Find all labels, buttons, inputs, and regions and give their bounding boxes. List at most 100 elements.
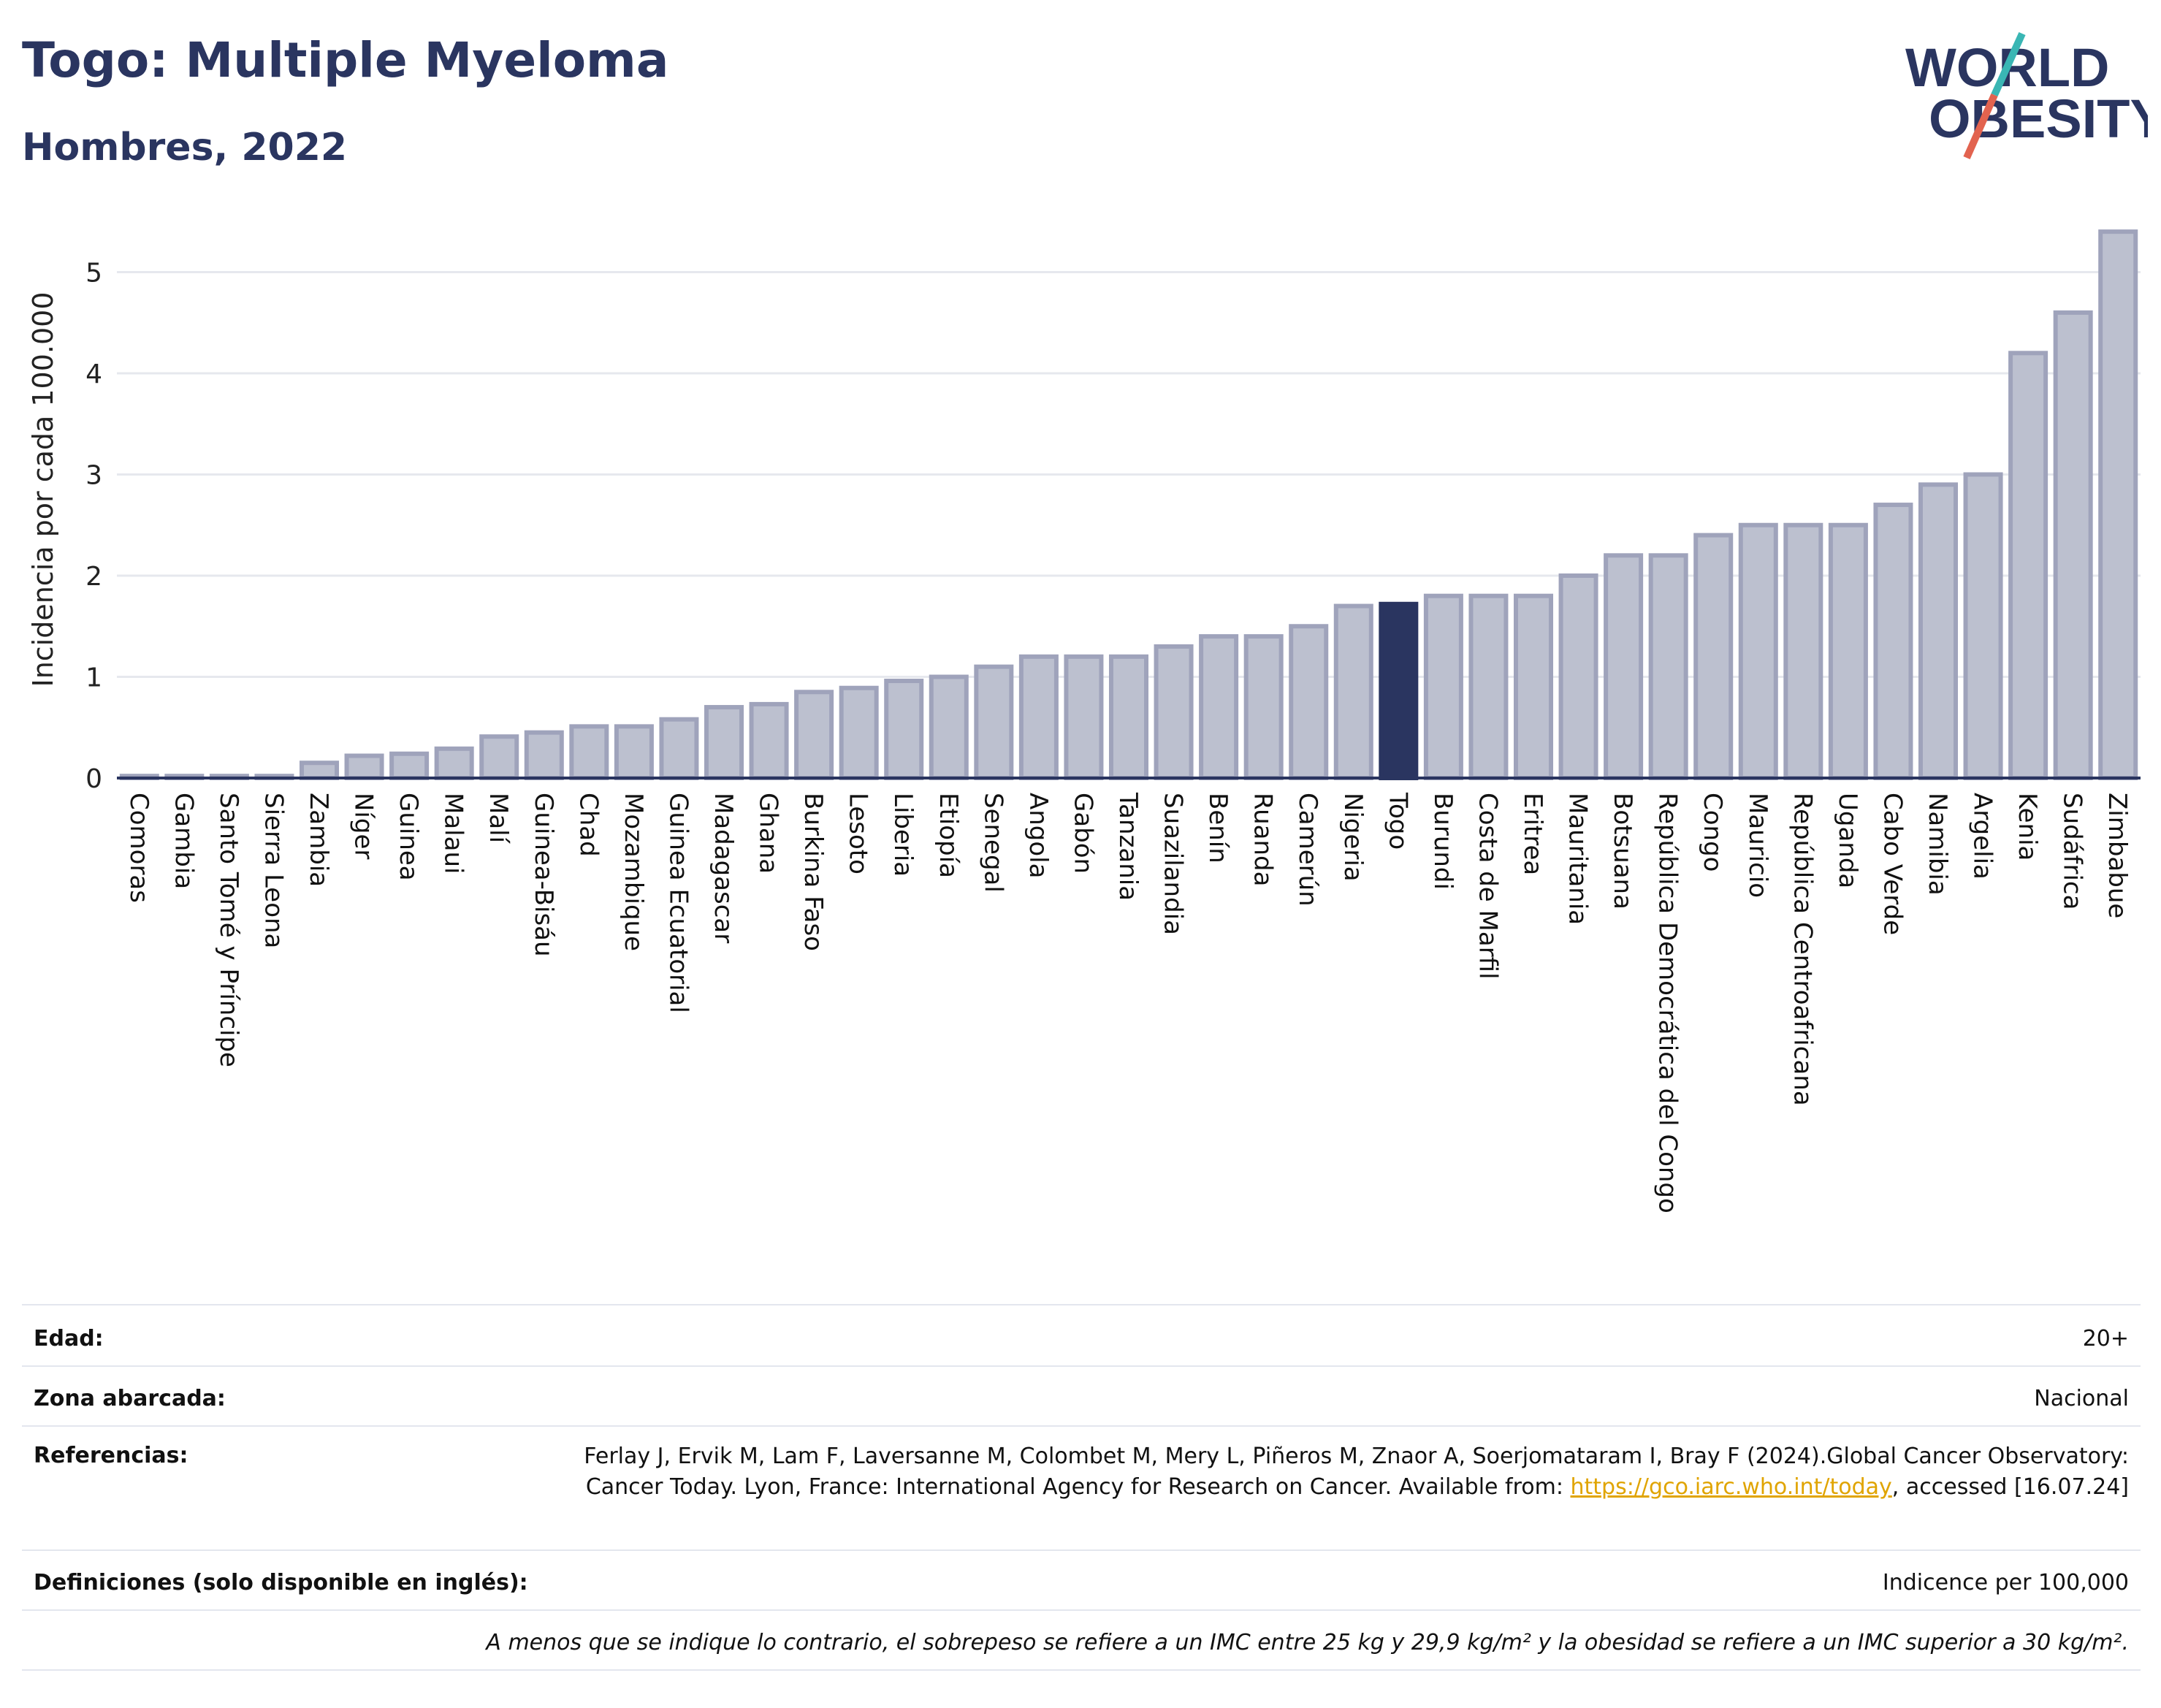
x-tick-label: Namibia: [1923, 793, 1952, 896]
y-tick-label: 3: [85, 461, 102, 491]
bar-suazilandia: [1154, 644, 1194, 781]
x-tick-label: Mozambique: [619, 793, 648, 951]
x-tick-label: República Democrática del Congo: [1653, 793, 1682, 1213]
x-tick-label: Sudáfrica: [2058, 793, 2087, 910]
x-tick-label: Tanzania: [1113, 792, 1143, 901]
bar-mozambique: [614, 724, 654, 780]
x-tick-label: Malaui: [439, 793, 468, 874]
x-tick-label: Lesoto: [844, 793, 873, 874]
bar-argelia: [1963, 472, 2003, 780]
x-tick-label: Santo Tomé y Príncipe: [214, 793, 243, 1067]
bar-níger: [344, 753, 384, 781]
logo-text-obesity: OBESITY: [1929, 88, 2148, 149]
bar-guinea-bisáu: [524, 730, 564, 780]
info-bottom-rule: [22, 1669, 2141, 1671]
x-tick-label: Madagascar: [709, 793, 738, 943]
bar-guinea-ecuatorial: [659, 717, 699, 780]
bar-guinea: [389, 751, 430, 781]
bar-kenia: [2008, 351, 2048, 781]
bar-lesoto: [839, 685, 879, 780]
info-row-defs: Definiciones (solo disponible en inglés)…: [22, 1549, 2141, 1611]
bar-botsuana: [1604, 553, 1644, 780]
bar-mauritania: [1558, 573, 1598, 780]
world-obesity-logo: WORLD OBESITY: [1905, 31, 2148, 160]
bar-mauricio: [1738, 522, 1778, 780]
bar-benín: [1199, 634, 1239, 780]
bar-angola: [1018, 654, 1059, 780]
x-tick-label: Costa de Marfil: [1473, 793, 1502, 980]
bar-malí: [479, 734, 519, 781]
info-row-zone: Zona abarcada: Nacional: [22, 1365, 2141, 1427]
x-tick-label: Camerún: [1293, 793, 1322, 907]
bar-costa-de-marfil: [1468, 593, 1509, 781]
x-tick-label: Uganda: [1833, 793, 1862, 888]
y-axis-label: Incidencia por cada 100.000: [27, 291, 59, 687]
bar-malaui: [434, 746, 474, 781]
bar-cabo-verde: [1873, 503, 1913, 780]
chart-subtitle: Hombres, 2022: [22, 126, 348, 169]
bar-madagascar: [704, 705, 744, 780]
refs-label: Referencias:: [34, 1443, 188, 1468]
x-tick-label: Etiopía: [934, 793, 963, 878]
x-tick-label: Argelia: [1968, 793, 1997, 880]
x-tick-label: Benín: [1203, 793, 1232, 863]
bar-chart: 0 1 2 3 4 5 Comoras Gambia Santo Tomé y Príncipe…: [27, 229, 2141, 1213]
x-tick-label: Ruanda: [1249, 793, 1278, 886]
x-tick-label: Togo: [1383, 792, 1412, 850]
bar-burundi: [1423, 593, 1463, 781]
bar-senegal: [974, 664, 1014, 781]
bar-togo: [1379, 601, 1419, 781]
bar-etiopía: [929, 674, 969, 780]
zone-label: Zona abarcada:: [34, 1386, 226, 1411]
info-table: Edad: 20+ Zona abarcada: Nacional Refere…: [22, 1304, 2141, 1684]
refs-value: Ferlay J, Ervik M, Lam F, Laversanne M, …: [522, 1441, 2129, 1503]
bar-zambia: [299, 760, 340, 780]
zone-value: Nacional: [2034, 1386, 2129, 1411]
x-tick-label: Gabón: [1068, 793, 1097, 874]
bar-ruanda: [1243, 634, 1284, 780]
x-tick-label: Gambia: [169, 793, 198, 889]
x-tick-label: Suazilandia: [1159, 793, 1188, 935]
x-tick-label: Malí: [484, 793, 513, 845]
refs-text-1: Ferlay J, Ervik M, Lam F, Laversanne M, …: [584, 1444, 2129, 1500]
bar-liberia: [884, 679, 924, 780]
x-tick-label: Nigeria: [1338, 793, 1368, 882]
x-tick-label: Zimbabue: [2103, 793, 2132, 918]
x-tick-label: Eritrea: [1518, 793, 1547, 875]
age-value: 20+: [2082, 1326, 2129, 1351]
x-tick-label: Kenia: [2013, 793, 2042, 861]
bar-nigeria: [1333, 603, 1373, 780]
x-tick-label: Guinea Ecuatorial: [663, 793, 693, 1013]
bar-namibia: [1918, 482, 1959, 780]
y-tick-label: 0: [85, 764, 102, 794]
bar-república-centroafricana: [1783, 522, 1823, 780]
x-tick-label: Guinea: [394, 793, 423, 881]
x-tick-label: Burkina Faso: [799, 793, 828, 951]
chart-title: Togo: Multiple Myeloma: [22, 32, 669, 88]
bar-chad: [569, 724, 609, 780]
refs-link[interactable]: https://gco.iarc.who.int/today: [1570, 1474, 1892, 1500]
x-tick-label: Sierra Leona: [259, 793, 288, 948]
x-tick-label: Mauritania: [1563, 793, 1593, 925]
y-tick-label: 4: [85, 359, 102, 389]
bar-congo: [1693, 533, 1734, 780]
bar-camerún: [1289, 624, 1329, 780]
x-tick-label: Comoras: [124, 793, 153, 903]
logo-slash-red: [1963, 93, 1998, 160]
defs-value: Indicence per 100,000: [1882, 1570, 2129, 1595]
x-tick-label: Guinea-Bisáu: [529, 793, 558, 957]
x-tick-label: Botsuana: [1608, 793, 1637, 910]
info-row-note: A menos que se indique lo contrario, el …: [22, 1609, 2141, 1671]
bar-ghana: [749, 701, 789, 781]
logo-slash-teal: [1991, 31, 2026, 97]
x-tick-label: Ghana: [754, 793, 783, 874]
bar-burkina-faso: [794, 690, 834, 781]
age-label: Edad:: [34, 1326, 104, 1351]
x-tick-label: República Centroafricana: [1788, 793, 1817, 1106]
obesity-note: A menos que se indique lo contrario, el …: [486, 1630, 2129, 1655]
bar-layer: [119, 229, 2138, 781]
x-tick-label: Burundi: [1428, 793, 1457, 890]
x-tick-label: Senegal: [978, 793, 1007, 893]
axis-layer: 0 1 2 3 4 5 Comoras Gambia Santo Tomé y Príncipe…: [85, 259, 2141, 1213]
bar-sudáfrica: [2053, 310, 2093, 780]
